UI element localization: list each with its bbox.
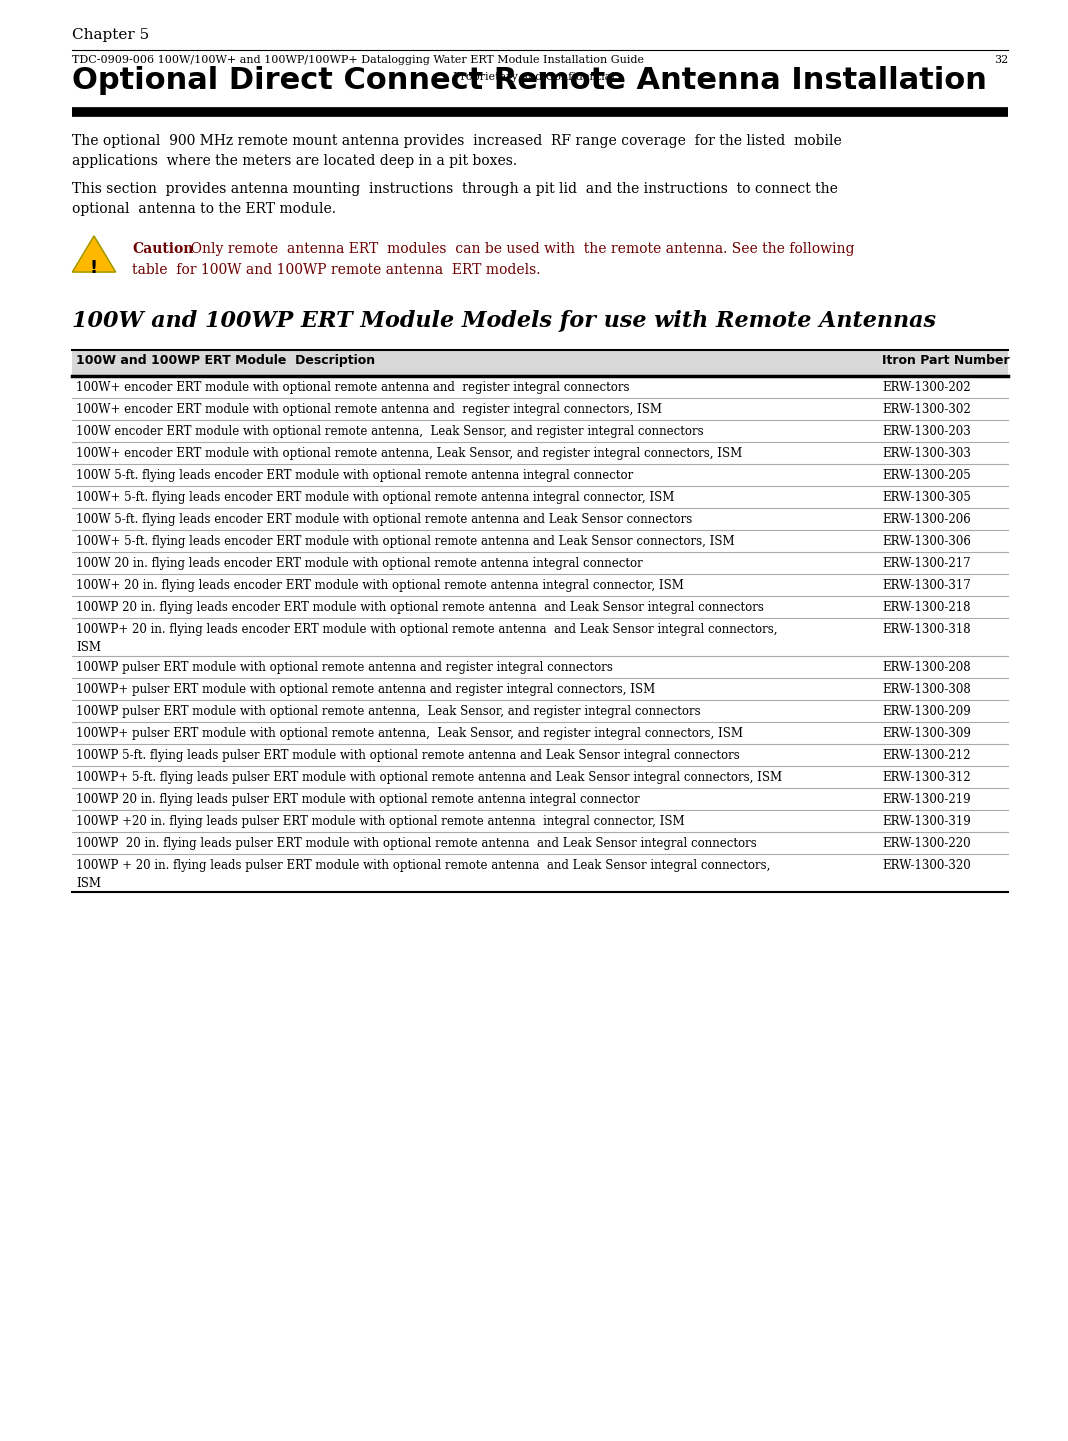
Text: Chapter 5: Chapter 5 xyxy=(72,27,150,42)
Text: 100WP pulser ERT module with optional remote antenna,  Leak Sensor, and register: 100WP pulser ERT module with optional re… xyxy=(76,705,701,718)
Text: optional  antenna to the ERT module.: optional antenna to the ERT module. xyxy=(72,202,336,216)
Text: ERW-1300-220: ERW-1300-220 xyxy=(882,837,971,850)
Text: 100W+ 5-ft. flying leads encoder ERT module with optional remote antenna and Lea: 100W+ 5-ft. flying leads encoder ERT mod… xyxy=(76,535,735,548)
Bar xyxy=(72,552,1008,574)
Text: ERW-1300-219: ERW-1300-219 xyxy=(882,793,971,806)
Text: 100W 5-ft. flying leads encoder ERT module with optional remote antenna and Leak: 100W 5-ft. flying leads encoder ERT modu… xyxy=(76,513,692,526)
Bar xyxy=(72,509,1008,530)
Text: 100W+ encoder ERT module with optional remote antenna and  register integral con: 100W+ encoder ERT module with optional r… xyxy=(76,403,662,416)
Bar xyxy=(72,744,1008,767)
Text: 100W 5-ft. flying leads encoder ERT module with optional remote antenna integral: 100W 5-ft. flying leads encoder ERT modu… xyxy=(76,468,633,481)
Bar xyxy=(72,486,1008,509)
Text: ERW-1300-218: ERW-1300-218 xyxy=(882,601,971,614)
Bar xyxy=(72,574,1008,597)
Text: 100WP +20 in. flying leads pulser ERT module with optional remote antenna  integ: 100WP +20 in. flying leads pulser ERT mo… xyxy=(76,816,685,829)
Text: ERW-1300-203: ERW-1300-203 xyxy=(882,425,971,438)
Text: 100W+ 20 in. flying leads encoder ERT module with optional remote antenna integr: 100W+ 20 in. flying leads encoder ERT mo… xyxy=(76,579,684,592)
Text: ERW-1300-306: ERW-1300-306 xyxy=(882,535,971,548)
Text: 100WP 20 in. flying leads pulser ERT module with optional remote antenna integra: 100WP 20 in. flying leads pulser ERT mod… xyxy=(76,793,640,806)
Text: 100WP pulser ERT module with optional remote antenna and register integral conne: 100WP pulser ERT module with optional re… xyxy=(76,661,613,674)
Text: 100W 20 in. flying leads encoder ERT module with optional remote antenna integra: 100W 20 in. flying leads encoder ERT mod… xyxy=(76,558,643,571)
Text: ERW-1300-209: ERW-1300-209 xyxy=(882,705,971,718)
Text: ISM: ISM xyxy=(76,641,101,654)
Text: ISM: ISM xyxy=(76,878,101,891)
Bar xyxy=(72,398,1008,419)
Text: ERW-1300-212: ERW-1300-212 xyxy=(882,749,971,762)
Text: 100WP+ pulser ERT module with optional remote antenna,  Leak Sensor, and registe: 100WP+ pulser ERT module with optional r… xyxy=(76,728,743,741)
Bar xyxy=(72,464,1008,486)
Text: 100W and 100WP ERT Module  Description: 100W and 100WP ERT Module Description xyxy=(76,354,375,367)
Text: ERW-1300-217: ERW-1300-217 xyxy=(882,558,971,571)
Text: Only remote  antenna ERT  modules  can be used with  the remote antenna. See the: Only remote antenna ERT modules can be u… xyxy=(183,242,854,256)
Bar xyxy=(72,530,1008,552)
Text: 100W+ encoder ERT module with optional remote antenna, Leak Sensor, and register: 100W+ encoder ERT module with optional r… xyxy=(76,447,742,460)
Bar xyxy=(72,722,1008,744)
Bar xyxy=(72,442,1008,464)
Text: 100WP + 20 in. flying leads pulser ERT module with optional remote antenna  and : 100WP + 20 in. flying leads pulser ERT m… xyxy=(76,859,770,872)
Text: 100W encoder ERT module with optional remote antenna,  Leak Sensor, and register: 100W encoder ERT module with optional re… xyxy=(76,425,704,438)
Bar xyxy=(72,376,1008,398)
Text: ERW-1300-318: ERW-1300-318 xyxy=(882,623,971,635)
Text: 100WP+ 20 in. flying leads encoder ERT module with optional remote antenna  and : 100WP+ 20 in. flying leads encoder ERT m… xyxy=(76,623,778,635)
Bar xyxy=(72,597,1008,618)
Text: TDC-0909-006 100W/100W+ and 100WP/100WP+ Datalogging Water ERT Module Installati: TDC-0909-006 100W/100W+ and 100WP/100WP+… xyxy=(72,55,644,65)
Bar xyxy=(72,618,1008,656)
Bar xyxy=(72,679,1008,700)
Text: 100W and 100WP ERT Module Models for use with Remote Antennas: 100W and 100WP ERT Module Models for use… xyxy=(72,310,936,331)
Text: The optional  900 MHz remote mount antenna provides  increased  RF range coverag: The optional 900 MHz remote mount antenn… xyxy=(72,134,842,148)
Text: 100W+ encoder ERT module with optional remote antenna and  register integral con: 100W+ encoder ERT module with optional r… xyxy=(76,380,629,393)
Text: ERW-1300-320: ERW-1300-320 xyxy=(882,859,971,872)
Text: 32: 32 xyxy=(993,55,1008,65)
Text: 100WP  20 in. flying leads pulser ERT module with optional remote antenna  and L: 100WP 20 in. flying leads pulser ERT mod… xyxy=(76,837,757,850)
Bar xyxy=(72,788,1008,810)
Bar xyxy=(72,350,1008,376)
Text: ERW-1300-312: ERW-1300-312 xyxy=(882,771,971,784)
Text: Caution: Caution xyxy=(132,242,193,256)
Text: ERW-1300-309: ERW-1300-309 xyxy=(882,728,971,741)
Text: ERW-1300-202: ERW-1300-202 xyxy=(882,380,971,393)
Text: Itron Part Number: Itron Part Number xyxy=(882,354,1009,367)
Bar xyxy=(72,855,1008,892)
Text: ERW-1300-317: ERW-1300-317 xyxy=(882,579,971,592)
Text: ERW-1300-205: ERW-1300-205 xyxy=(882,468,971,481)
Bar xyxy=(72,810,1008,831)
Text: ERW-1300-302: ERW-1300-302 xyxy=(882,403,971,416)
Polygon shape xyxy=(73,236,115,272)
Text: ERW-1300-303: ERW-1300-303 xyxy=(882,447,971,460)
Text: ERW-1300-319: ERW-1300-319 xyxy=(882,816,971,829)
Text: Optional Direct Connect Remote Antenna Installation: Optional Direct Connect Remote Antenna I… xyxy=(72,66,987,95)
Text: This section  provides antenna mounting  instructions  through a pit lid  and th: This section provides antenna mounting i… xyxy=(72,182,838,196)
Text: ERW-1300-208: ERW-1300-208 xyxy=(882,661,971,674)
Text: 100WP+ 5-ft. flying leads pulser ERT module with optional remote antenna and Lea: 100WP+ 5-ft. flying leads pulser ERT mod… xyxy=(76,771,782,784)
Text: 100W+ 5-ft. flying leads encoder ERT module with optional remote antenna integra: 100W+ 5-ft. flying leads encoder ERT mod… xyxy=(76,491,674,504)
Text: ERW-1300-308: ERW-1300-308 xyxy=(882,683,971,696)
Text: !: ! xyxy=(90,259,98,277)
Bar xyxy=(72,700,1008,722)
Bar xyxy=(72,419,1008,442)
Bar xyxy=(72,831,1008,855)
Bar xyxy=(72,767,1008,788)
Text: table  for 100W and 100WP remote antenna  ERT models.: table for 100W and 100WP remote antenna … xyxy=(132,264,540,277)
Text: applications  where the meters are located deep in a pit boxes.: applications where the meters are locate… xyxy=(72,154,517,169)
Text: 100WP+ pulser ERT module with optional remote antenna and register integral conn: 100WP+ pulser ERT module with optional r… xyxy=(76,683,656,696)
Text: 100WP 20 in. flying leads encoder ERT module with optional remote antenna  and L: 100WP 20 in. flying leads encoder ERT mo… xyxy=(76,601,764,614)
Text: ERW-1300-206: ERW-1300-206 xyxy=(882,513,971,526)
Text: 100WP 5-ft. flying leads pulser ERT module with optional remote antenna and Leak: 100WP 5-ft. flying leads pulser ERT modu… xyxy=(76,749,740,762)
Bar xyxy=(72,656,1008,679)
Text: ERW-1300-305: ERW-1300-305 xyxy=(882,491,971,504)
Text: Proprietary and Confidential: Proprietary and Confidential xyxy=(453,72,615,82)
